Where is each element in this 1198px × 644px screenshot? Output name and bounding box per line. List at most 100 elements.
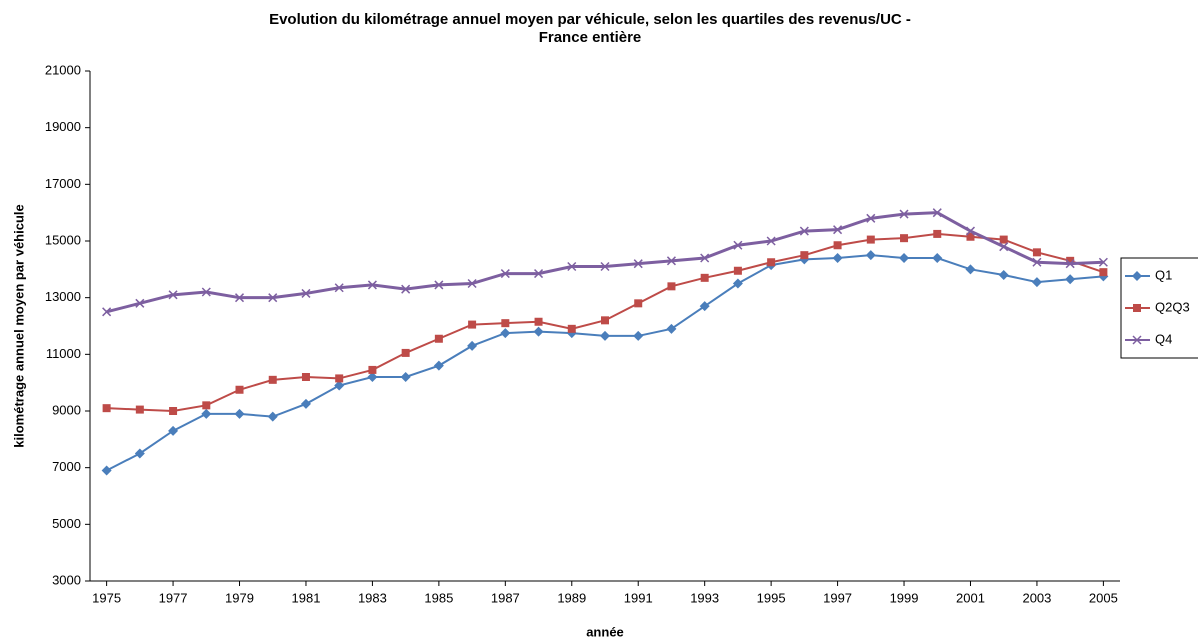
data-point bbox=[467, 340, 478, 351]
data-point bbox=[666, 256, 676, 266]
x-tick-label: 1993 bbox=[690, 590, 719, 605]
data-point bbox=[732, 278, 743, 289]
data-point bbox=[367, 280, 377, 290]
data-point bbox=[733, 240, 743, 250]
data-point bbox=[135, 298, 145, 308]
data-point bbox=[401, 348, 410, 357]
x-tick-label: 1989 bbox=[557, 590, 586, 605]
y-tick-label: 17000 bbox=[45, 176, 81, 191]
data-point bbox=[733, 266, 742, 275]
y-tick-label: 9000 bbox=[52, 402, 81, 417]
data-point bbox=[998, 270, 1009, 280]
chart-title: France entière bbox=[539, 29, 642, 46]
data-point bbox=[899, 209, 909, 219]
data-point bbox=[234, 293, 245, 303]
legend-label: Q1 bbox=[1155, 267, 1172, 282]
data-point bbox=[268, 293, 278, 303]
data-point bbox=[667, 282, 676, 291]
data-point bbox=[932, 208, 942, 218]
data-point bbox=[1066, 256, 1075, 265]
data-point bbox=[1032, 257, 1042, 267]
data-point bbox=[434, 334, 443, 343]
x-tick-label: 2003 bbox=[1022, 590, 1051, 605]
data-point bbox=[866, 235, 875, 244]
x-tick-label: 1997 bbox=[823, 590, 852, 605]
data-point bbox=[202, 401, 211, 410]
data-point bbox=[102, 404, 111, 413]
data-point bbox=[567, 324, 576, 333]
data-point bbox=[1031, 277, 1042, 288]
data-point bbox=[433, 360, 444, 371]
data-point bbox=[134, 448, 145, 459]
data-point bbox=[900, 234, 909, 243]
data-point bbox=[832, 253, 843, 263]
data-point bbox=[666, 323, 677, 334]
data-point bbox=[1065, 274, 1076, 285]
data-point bbox=[633, 330, 644, 341]
data-point bbox=[932, 253, 943, 263]
data-point bbox=[534, 269, 544, 279]
data-point bbox=[600, 261, 610, 272]
x-tick-label: 1995 bbox=[757, 590, 786, 605]
data-point bbox=[634, 299, 643, 308]
data-point bbox=[700, 273, 709, 282]
data-point bbox=[367, 372, 378, 382]
x-tick-label: 1979 bbox=[225, 590, 254, 605]
data-point bbox=[400, 372, 411, 382]
data-point bbox=[833, 241, 842, 250]
data-point bbox=[1065, 259, 1075, 269]
data-point bbox=[1032, 248, 1041, 257]
x-tick-label: 1991 bbox=[624, 590, 653, 605]
data-point bbox=[467, 278, 477, 289]
x-tick-label: 2005 bbox=[1089, 590, 1118, 605]
legend-marker bbox=[1132, 271, 1142, 281]
data-point bbox=[533, 326, 544, 337]
data-point bbox=[135, 405, 144, 414]
data-point bbox=[799, 254, 810, 265]
data-point bbox=[766, 236, 776, 246]
data-point bbox=[700, 253, 710, 263]
y-tick-label: 13000 bbox=[45, 289, 81, 304]
x-tick-label: 1981 bbox=[292, 590, 321, 605]
data-point bbox=[899, 253, 910, 263]
data-point bbox=[633, 259, 643, 269]
data-point bbox=[102, 307, 112, 317]
x-tick-label: 1985 bbox=[424, 590, 453, 605]
data-point bbox=[168, 290, 178, 300]
data-point bbox=[534, 317, 543, 326]
data-point bbox=[600, 330, 610, 341]
data-point bbox=[500, 328, 511, 339]
data-point bbox=[1098, 257, 1108, 267]
x-tick-label: 1999 bbox=[890, 590, 919, 605]
data-point bbox=[833, 225, 843, 235]
legend-label: Q4 bbox=[1155, 331, 1172, 346]
data-point bbox=[368, 365, 377, 374]
data-point bbox=[334, 380, 345, 391]
data-point bbox=[965, 226, 976, 236]
data-point bbox=[699, 301, 710, 312]
data-point bbox=[335, 374, 344, 383]
x-tick-label: 1975 bbox=[92, 590, 121, 605]
data-point bbox=[334, 283, 344, 293]
y-tick-label: 19000 bbox=[45, 119, 81, 134]
data-point bbox=[234, 408, 245, 419]
data-point bbox=[168, 425, 179, 436]
data-point bbox=[434, 280, 444, 290]
y-axis-title: kilométrage annuel moyen par véhicule bbox=[11, 204, 26, 447]
data-point bbox=[866, 213, 876, 223]
data-point bbox=[999, 235, 1008, 244]
data-point bbox=[500, 269, 510, 279]
data-point bbox=[201, 408, 212, 419]
data-point bbox=[865, 250, 876, 261]
data-point bbox=[501, 319, 510, 328]
data-point bbox=[468, 320, 477, 329]
data-point bbox=[601, 316, 609, 325]
x-tick-label: 1987 bbox=[491, 590, 520, 605]
x-tick-label: 1983 bbox=[358, 590, 387, 605]
legend-marker bbox=[1132, 335, 1142, 345]
data-point bbox=[767, 258, 776, 267]
legend-marker bbox=[1133, 304, 1141, 312]
data-point bbox=[799, 226, 809, 236]
data-point bbox=[301, 373, 310, 381]
y-tick-label: 7000 bbox=[52, 459, 81, 474]
